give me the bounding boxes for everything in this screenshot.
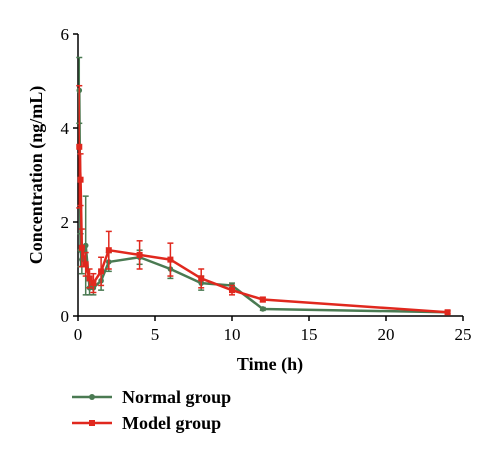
- x-ticks: 0 5 10 15 20 25: [74, 316, 472, 344]
- data-point-model: [76, 143, 83, 150]
- x-axis-title: Time (h): [237, 354, 303, 375]
- legend-label-model: Model group: [122, 413, 221, 433]
- data-point-model: [198, 275, 205, 282]
- y-axis-title: Concentration (ng/mL): [26, 86, 47, 265]
- data-point-model: [136, 251, 143, 258]
- data-point-model: [229, 287, 235, 294]
- x-tick-label: 0: [74, 325, 83, 344]
- data-point-model: [259, 296, 266, 303]
- series-line-model: [78, 146, 448, 314]
- x-tick-label: 5: [151, 325, 160, 344]
- y-tick-label: 4: [61, 119, 70, 138]
- legend-item-model: Model group: [72, 413, 221, 433]
- legend-marker-model: [89, 420, 95, 426]
- data-point-model: [82, 261, 89, 268]
- data-point-normal: [260, 306, 266, 312]
- y-tick-label: 2: [61, 213, 70, 232]
- data-point-model: [444, 309, 451, 316]
- series-line-normal: [78, 90, 448, 314]
- data-point-model: [98, 268, 105, 275]
- series-layer: [76, 56, 451, 316]
- legend-label-normal: Normal group: [122, 387, 231, 407]
- legend: Normal group Model group: [72, 387, 231, 433]
- data-point-model: [105, 247, 112, 254]
- y-tick-label: 6: [61, 25, 70, 44]
- data-point-model: [77, 176, 84, 183]
- data-point-model: [86, 275, 93, 282]
- data-point-model: [90, 280, 97, 287]
- legend-marker-normal: [89, 394, 95, 400]
- y-tick-label: 0: [61, 307, 70, 326]
- y-ticks: 0 2 4 6: [61, 25, 78, 326]
- axes: [77, 34, 463, 317]
- series-normal: [76, 56, 451, 316]
- x-tick-label: 15: [301, 325, 318, 344]
- data-point-model: [78, 244, 85, 251]
- series-model: [76, 84, 451, 316]
- x-tick-label: 25: [455, 325, 472, 344]
- x-tick-label: 20: [378, 325, 395, 344]
- data-point-model: [167, 256, 174, 263]
- legend-item-normal: Normal group: [72, 387, 231, 407]
- x-tick-label: 10: [224, 325, 241, 344]
